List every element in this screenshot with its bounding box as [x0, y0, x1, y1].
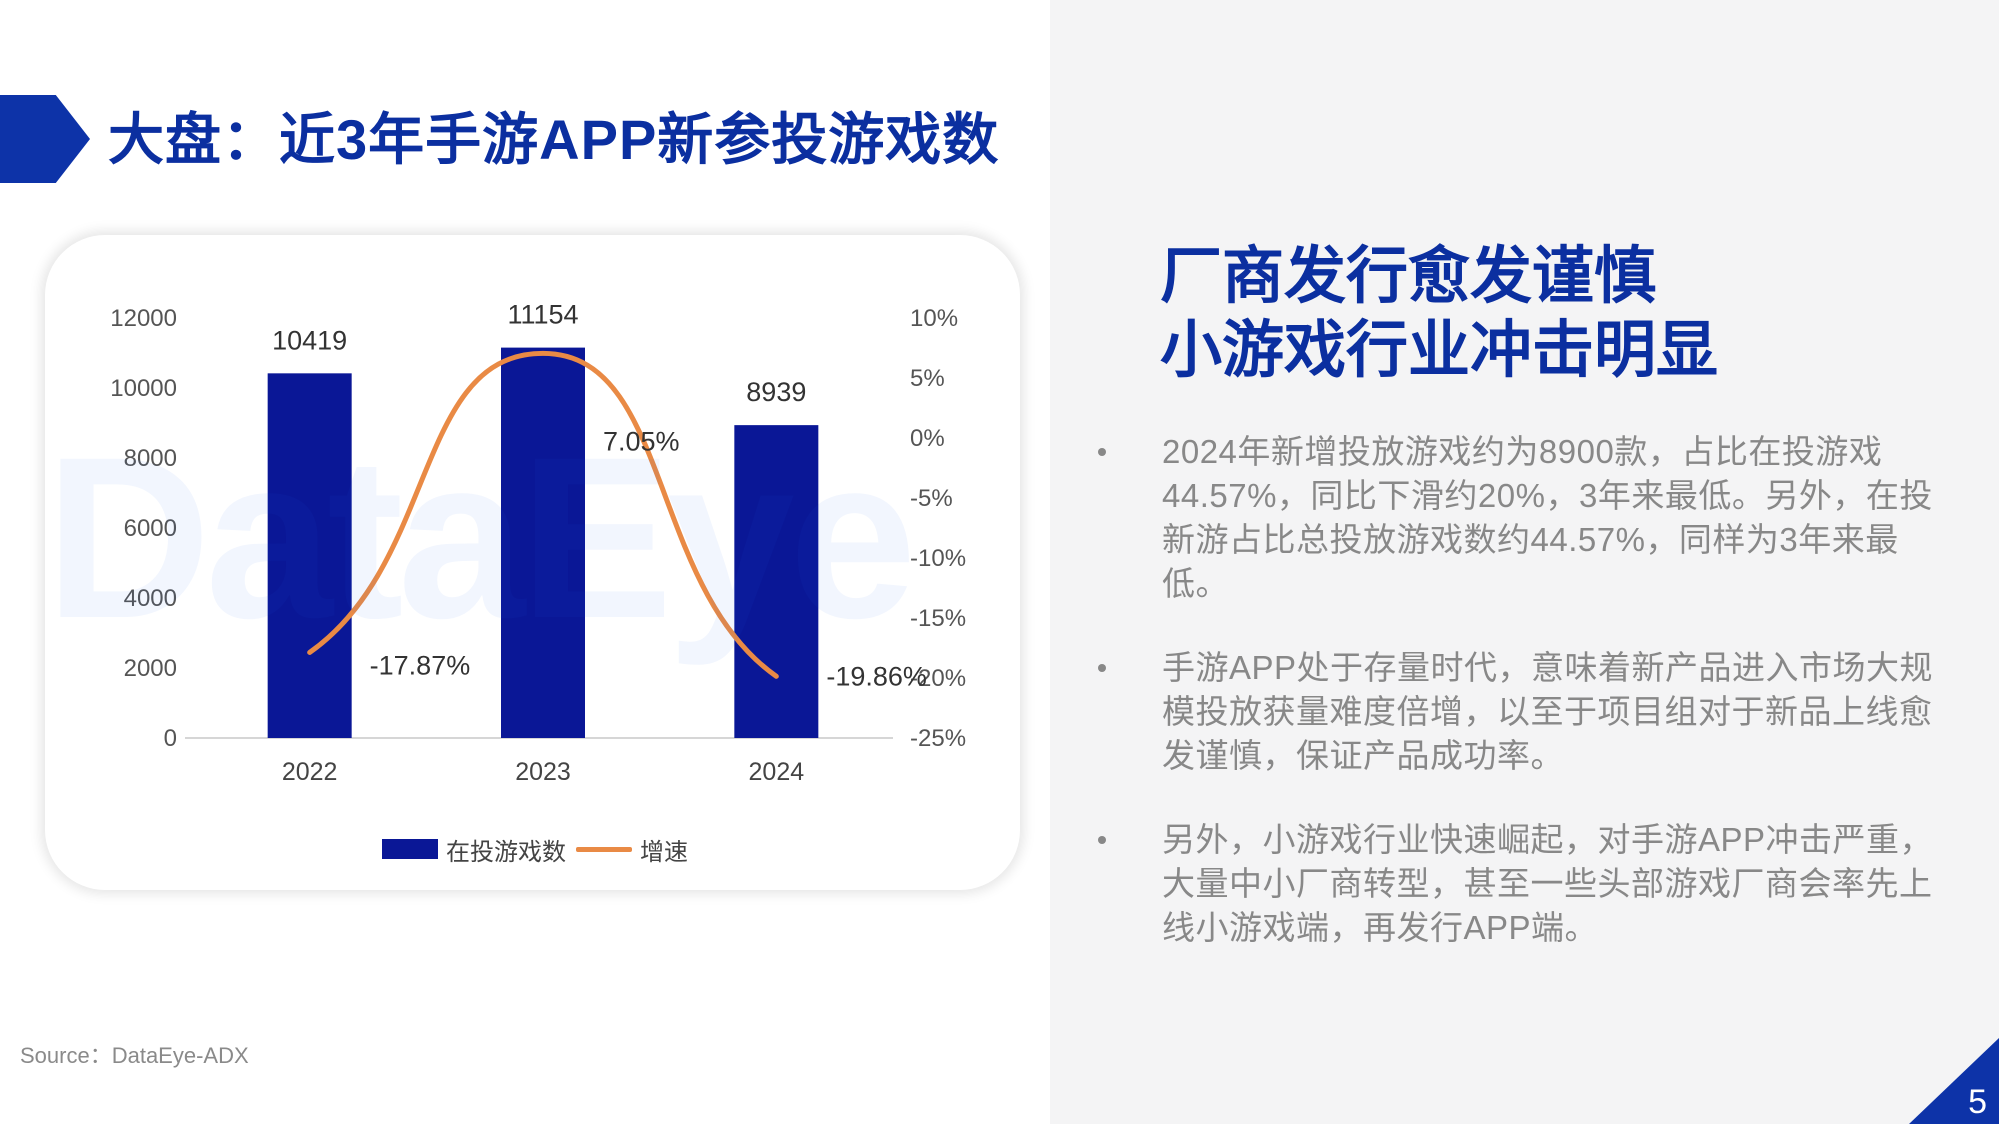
y2-tick-label: -15%: [910, 605, 966, 632]
legend-line-swatch: [576, 846, 632, 852]
y2-tick-label: 5%: [910, 365, 945, 392]
line-data-label: 7.05%: [603, 426, 680, 456]
source-note: Source：DataEye-ADX: [20, 1043, 249, 1068]
y2-tick-label: 10%: [910, 305, 958, 332]
bullet-dot-icon: [1098, 448, 1106, 456]
bullet-text: 2024年新增投放游戏约为8900款，占比在投游戏44.57%，同比下滑约20%…: [1162, 433, 1933, 602]
x-tick-label: 2024: [749, 758, 805, 786]
bullet-item: 2024年新增投放游戏约为8900款，占比在投游戏44.57%，同比下滑约20%…: [1098, 430, 1958, 606]
y2-tick-label: -10%: [910, 545, 966, 572]
bar: [501, 347, 585, 738]
line-data-label: -19.86%: [826, 661, 927, 691]
y-tick-label: 8000: [124, 445, 177, 472]
y-tick-label: 2000: [124, 655, 177, 682]
bullet-dot-icon: [1098, 664, 1106, 672]
bullet-dot-icon: [1098, 836, 1106, 844]
y2-tick-label: -25%: [910, 725, 966, 752]
bar-data-label: 10419: [272, 325, 347, 355]
bar-data-label: 11154: [507, 300, 578, 330]
headline-line-1: 厂商发行愈发谨慎: [1160, 242, 1657, 311]
bullet-item: 另外，小游戏行业快速崛起，对手游APP冲击严重，大量中小厂商转型，甚至一些头部游…: [1098, 818, 1958, 950]
y-tick-label: 4000: [124, 585, 177, 612]
headline: 厂商发行愈发谨慎 小游戏行业冲击明显: [1160, 240, 1940, 388]
page-number: 5: [1968, 1083, 1987, 1121]
y-tick-label: 12000: [110, 305, 177, 332]
y-tick-label: 0: [164, 725, 177, 752]
title-accent-tab: [0, 95, 90, 183]
line-data-label: -17.87%: [370, 650, 471, 680]
bar: [734, 425, 819, 738]
chart-card: 0 2000 4000 6000 8000 10000 12000 -25% -20% -15% -…: [45, 235, 1020, 890]
bar-data-label: 8939: [746, 377, 806, 407]
chart-legend: 在投游戏数 增速: [382, 829, 688, 869]
bullet-text: 另外，小游戏行业快速崛起，对手游APP冲击严重，大量中小厂商转型，甚至一些头部游…: [1162, 821, 1934, 946]
y2-tick-label: -5%: [910, 485, 953, 512]
bullet-text: 手游APP处于存量时代，意味着新产品进入市场大规模投放获量难度倍增，以至于项目组…: [1162, 649, 1934, 774]
x-tick-label: 2023: [515, 758, 571, 786]
legend-line-label: 增速: [640, 838, 688, 866]
legend-bar-label: 在投游戏数: [446, 838, 566, 866]
bullet-item: 手游APP处于存量时代，意味着新产品进入市场大规模投放获量难度倍增，以至于项目组…: [1098, 646, 1958, 778]
headline-line-2: 小游戏行业冲击明显: [1160, 316, 1719, 385]
y-tick-label: 10000: [110, 375, 177, 402]
y2-tick-label: 0%: [910, 425, 945, 452]
growth-line: [307, 350, 779, 679]
x-tick-label: 2022: [282, 758, 338, 786]
right-panel: [1050, 0, 1999, 1124]
y-tick-label: 6000: [124, 515, 177, 542]
bullet-list: 2024年新增投放游戏约为8900款，占比在投游戏44.57%，同比下滑约20%…: [1098, 430, 1958, 990]
page-title: 大盘：近3年手游APP新参投游戏数: [108, 108, 1000, 171]
legend-bar-swatch: [382, 839, 438, 859]
combo-chart: 0 2000 4000 6000 8000 10000 12000 -25% -20% -15% -…: [110, 300, 966, 786]
bar: [267, 373, 352, 738]
y2-tick-label: -20%: [910, 665, 966, 692]
watermark-logo: DataEye: [45, 409, 917, 666]
